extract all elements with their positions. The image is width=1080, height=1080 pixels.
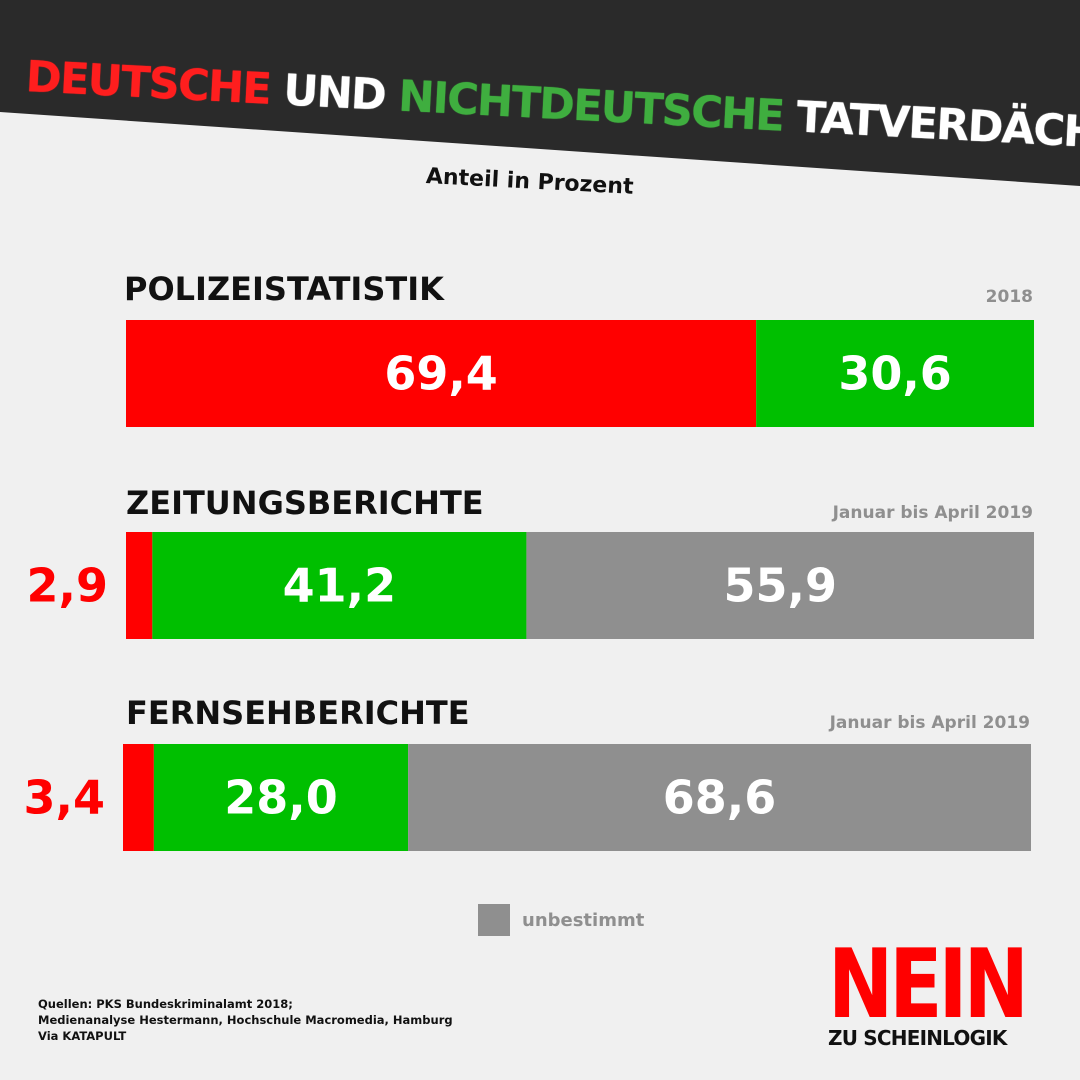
row-heading-zeitungsberichte: ZEITUNGSBERICHTE (126, 484, 484, 522)
nein-zu-scheinlogik-logo: NEIN ZU SCHEINLOGIK (828, 930, 1048, 1050)
logo-sub-text: ZU SCHEINLOGIK (828, 1026, 1007, 1050)
row-heading-polizeistatistik: POLIZEISTATISTIK (124, 270, 445, 308)
row-period-polizeistatistik: 2018 (986, 287, 1033, 307)
source-line-1: Quellen: PKS Bundeskriminalamt 2018; (38, 997, 293, 1011)
data-label-zeitungsberichte-deutsche: 2,9 (27, 559, 109, 613)
data-label-polizeistatistik-deutsche: 69,4 (384, 347, 498, 401)
legend-label-unbestimmt: unbestimmt (522, 909, 645, 931)
bar-fernsehberichte-deutsche (123, 744, 154, 851)
row-period-fernsehberichte: Januar bis April 2019 (829, 713, 1030, 733)
data-label-fernsehberichte-nichtdeutsche: 28,0 (224, 771, 338, 825)
bar-zeitungsberichte-nichtdeutsche (152, 532, 527, 639)
data-label-fernsehberichte-deutsche: 3,4 (24, 771, 106, 825)
source-line-3: Via KATAPULT (38, 1029, 127, 1043)
bar-polizeistatistik-deutsche (126, 320, 757, 427)
row-period-zeitungsberichte: Januar bis April 2019 (832, 503, 1033, 523)
legend-swatch-unbestimmt (478, 904, 510, 936)
header-band (0, 0, 1080, 186)
logo-main-text: NEIN (828, 930, 1029, 1041)
row-heading-fernsehberichte: FERNSEHBERICHTE (126, 694, 470, 732)
bar-zeitungsberichte-unbestimmt (526, 532, 1034, 639)
bar-polizeistatistik-nichtdeutsche (756, 320, 1034, 427)
bar-fernsehberichte-unbestimmt (408, 744, 1031, 851)
bar-fernsehberichte-nichtdeutsche (153, 744, 409, 851)
data-label-zeitungsberichte-nichtdeutsche: 41,2 (283, 559, 397, 613)
source-line-2: Medienanalyse Hestermann, Hochschule Mac… (38, 1013, 453, 1027)
legend: unbestimmt (478, 904, 644, 936)
data-label-zeitungsberichte-unbestimmt: 55,9 (723, 559, 837, 613)
header-background (0, 0, 1080, 186)
sources-note: Quellen: PKS Bundeskriminalamt 2018; Med… (38, 996, 453, 1044)
data-label-polizeistatistik-nichtdeutsche: 30,6 (838, 347, 952, 401)
data-label-fernsehberichte-unbestimmt: 68,6 (663, 771, 777, 825)
bar-zeitungsberichte-deutsche (126, 532, 153, 639)
